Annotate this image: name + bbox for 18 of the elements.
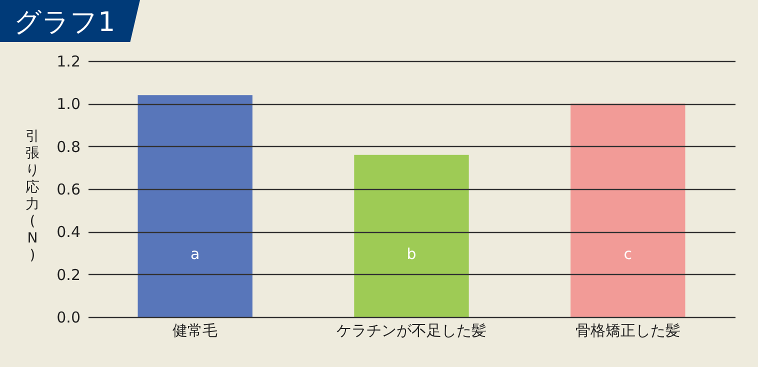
bar: [570, 104, 686, 317]
x-tick-label: 骨格矯正した髪: [575, 322, 680, 340]
bar: [138, 95, 252, 317]
y-tick-label: 1.2: [56, 52, 80, 70]
y-tick-label: 0.0: [56, 308, 80, 326]
bar: [354, 154, 469, 317]
x-tick-label: ケラチンが不足した髪: [336, 322, 486, 340]
y-tick-label: 0.8: [56, 138, 80, 156]
annotation: a: [190, 245, 200, 263]
y-tick-label: 0.4: [56, 223, 80, 242]
annotation: c: [624, 245, 632, 263]
y-tick-label: 0.6: [56, 180, 80, 198]
y-tick-label: 1.0: [56, 95, 80, 114]
chart-title: グラフ1: [14, 6, 116, 40]
y-tick-label: 0.2: [56, 266, 80, 284]
y-axis-title: 引張り応力(N): [26, 128, 40, 264]
x-tick-label: 健常毛: [172, 322, 218, 340]
annotation: b: [406, 245, 416, 263]
